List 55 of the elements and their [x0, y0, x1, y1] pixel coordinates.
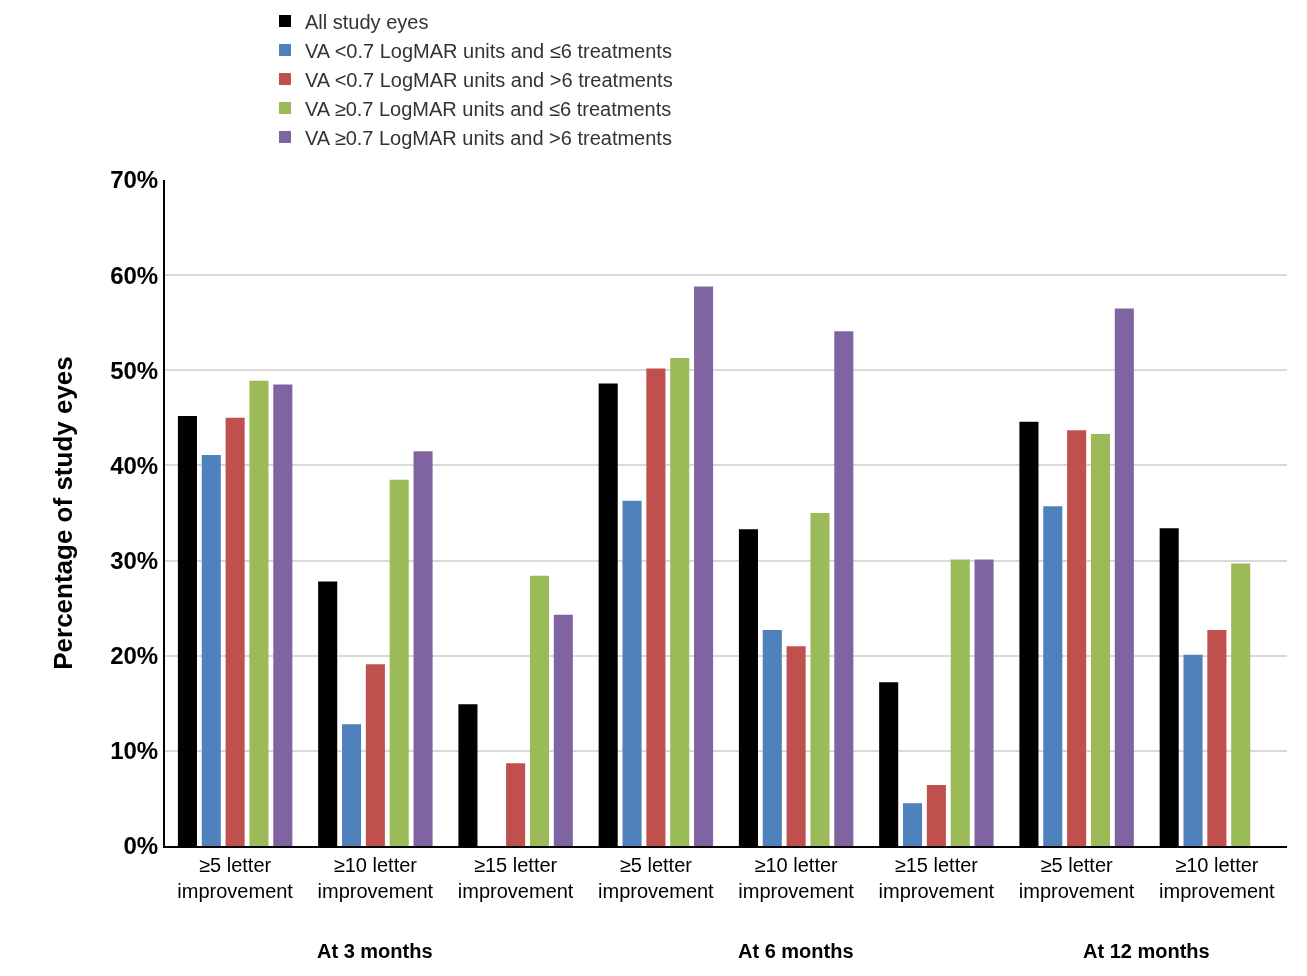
x-tick-label: ≥10 letter improvement: [1159, 854, 1276, 902]
y-tick-label: 50%: [110, 356, 159, 384]
bar: [1207, 630, 1227, 846]
x-tick-label: ≥10 letter improvement: [738, 854, 855, 902]
bar: [1090, 434, 1110, 846]
bar: [273, 384, 293, 846]
bar: [903, 803, 923, 846]
text: At 6 months: [738, 940, 854, 962]
bar: [506, 763, 526, 846]
bar: [762, 630, 782, 846]
x-tick-label: ≥10 letter improvement: [317, 854, 434, 902]
text: At 12 months: [1083, 940, 1210, 962]
bar: [670, 357, 690, 846]
y-tick-label: 0%: [123, 832, 159, 860]
bar: [201, 454, 221, 846]
y-tick-label: 70%: [110, 166, 159, 194]
bar: [950, 559, 970, 846]
y-tick-label: 60%: [110, 261, 159, 289]
bar: [1231, 563, 1251, 846]
bar: [365, 664, 385, 846]
y-tick-label: 40%: [110, 451, 159, 479]
y-axis-title: Percentage of study eyes: [48, 356, 79, 670]
bar: [342, 724, 362, 846]
bar: [1067, 430, 1087, 846]
legend-label: VA ≥0.7 LogMAR units and >6 treatments: [305, 126, 672, 149]
bar: [694, 286, 714, 846]
bar: [622, 500, 642, 846]
bar: [1183, 654, 1203, 846]
x-tick-label: ≥15 letter improvement: [878, 854, 995, 902]
bar: [926, 785, 946, 846]
x-tick-label: ≥5 letter improvement: [1018, 854, 1135, 902]
legend-label: VA ≥0.7 LogMAR units and ≤6 treatments: [305, 97, 672, 120]
y-tick-label: 20%: [110, 642, 159, 670]
bar: [529, 575, 549, 846]
legend-label: All study eyes: [305, 10, 429, 33]
bar: [810, 513, 830, 846]
legend-label: VA <0.7 LogMAR units and ≤6 treatments: [305, 39, 672, 62]
bar: [225, 417, 245, 846]
x-tick-label: ≥15 letter improvement: [457, 854, 574, 902]
bar: [413, 451, 433, 846]
bar: [1043, 506, 1063, 846]
bar: [1114, 308, 1134, 846]
bar: [834, 331, 854, 846]
bar: [786, 646, 806, 846]
bar: [646, 368, 666, 846]
legend-label: VA <0.7 LogMAR units and >6 treatments: [305, 68, 673, 91]
x-tick-label: ≥5 letter improvement: [598, 854, 715, 902]
text: At 3 months: [317, 940, 433, 962]
y-tick-label: 10%: [110, 737, 159, 765]
bar: [389, 479, 409, 846]
bar: [974, 559, 994, 846]
bar: [249, 380, 269, 846]
y-tick-label: 30%: [110, 546, 159, 574]
x-tick-label: ≥5 letter improvement: [177, 854, 294, 902]
bar: [553, 614, 573, 846]
